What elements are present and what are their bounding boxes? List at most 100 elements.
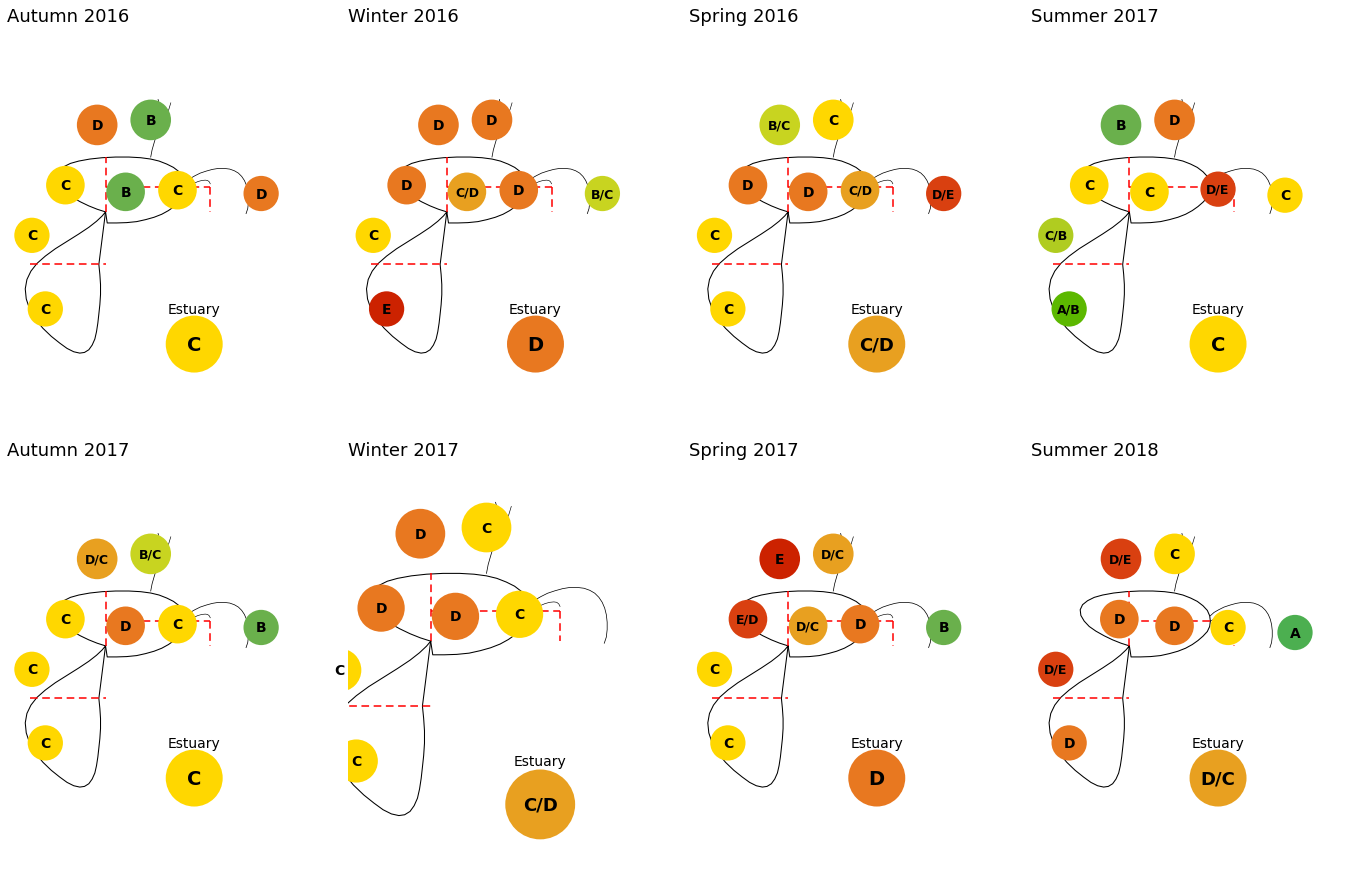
Circle shape [841, 173, 878, 210]
Circle shape [814, 102, 852, 140]
Circle shape [15, 652, 49, 686]
Circle shape [15, 219, 49, 253]
Circle shape [245, 611, 278, 645]
Text: D: D [1168, 619, 1181, 633]
Text: Estuary: Estuary [514, 754, 566, 768]
Text: Estuary: Estuary [168, 303, 220, 317]
Circle shape [357, 219, 390, 253]
Circle shape [841, 606, 878, 643]
Text: D/E: D/E [1044, 663, 1067, 676]
Circle shape [928, 177, 960, 211]
Text: C: C [722, 303, 733, 317]
Text: C/D: C/D [848, 184, 871, 197]
Circle shape [586, 177, 620, 211]
Circle shape [29, 293, 62, 326]
Text: C: C [352, 754, 361, 768]
Text: D: D [375, 602, 387, 616]
Circle shape [1071, 168, 1108, 204]
Text: D: D [92, 118, 103, 132]
Text: C: C [40, 303, 51, 317]
Circle shape [1278, 616, 1312, 650]
Text: C/B: C/B [1044, 230, 1067, 243]
Circle shape [131, 535, 170, 574]
Circle shape [1155, 102, 1194, 140]
Circle shape [814, 535, 852, 574]
Circle shape [335, 740, 378, 781]
Text: D: D [1114, 612, 1124, 626]
Text: C: C [187, 335, 201, 354]
Text: D/C: D/C [821, 548, 845, 560]
Circle shape [47, 168, 83, 204]
Text: Estuary: Estuary [851, 303, 903, 317]
Text: Winter 2016: Winter 2016 [347, 8, 458, 26]
Text: D: D [528, 335, 543, 354]
Circle shape [698, 219, 732, 253]
Text: D: D [256, 188, 267, 202]
Text: B/C: B/C [591, 188, 614, 201]
Circle shape [107, 608, 144, 645]
Circle shape [29, 726, 62, 759]
Circle shape [78, 540, 116, 579]
Text: C: C [1211, 335, 1226, 354]
Text: D/E: D/E [1207, 183, 1230, 196]
Text: D/C: D/C [1201, 769, 1235, 788]
Text: C: C [722, 736, 733, 750]
Text: Spring 2017: Spring 2017 [689, 442, 799, 460]
Text: B: B [938, 621, 949, 635]
Circle shape [472, 102, 512, 140]
Circle shape [369, 293, 404, 326]
Circle shape [462, 504, 510, 552]
Circle shape [449, 175, 486, 211]
Circle shape [729, 601, 766, 638]
Circle shape [319, 650, 360, 691]
Text: Summer 2018: Summer 2018 [1030, 442, 1159, 460]
Text: C: C [172, 617, 182, 631]
Text: C: C [187, 768, 201, 788]
Circle shape [761, 106, 799, 146]
Circle shape [1052, 726, 1086, 759]
Text: Estuary: Estuary [851, 736, 903, 750]
Text: E: E [382, 303, 391, 317]
Circle shape [432, 594, 479, 639]
Text: D: D [743, 179, 754, 193]
Text: D/C: D/C [85, 553, 109, 566]
Circle shape [497, 592, 542, 638]
Text: D/C: D/C [796, 620, 821, 632]
Circle shape [47, 601, 83, 638]
Text: C: C [482, 521, 491, 535]
Text: Spring 2016: Spring 2016 [689, 8, 799, 26]
Text: A: A [1290, 626, 1301, 639]
Circle shape [159, 606, 196, 643]
Text: D: D [854, 617, 866, 631]
Circle shape [167, 751, 222, 806]
Text: D/E: D/E [1109, 553, 1133, 566]
Text: C/D: C/D [859, 336, 895, 353]
Circle shape [1156, 608, 1193, 645]
Text: B/C: B/C [140, 548, 163, 560]
Text: C: C [1280, 189, 1290, 203]
Text: C: C [710, 229, 720, 243]
Circle shape [698, 652, 732, 686]
Text: D: D [401, 179, 412, 193]
Text: E: E [776, 553, 784, 567]
Text: D: D [1063, 736, 1075, 750]
Text: C: C [1223, 621, 1233, 635]
Circle shape [1052, 293, 1086, 326]
Text: C: C [27, 662, 37, 676]
Text: C: C [828, 114, 839, 128]
Circle shape [131, 102, 170, 140]
Text: D/E: D/E [932, 188, 955, 201]
Text: C: C [368, 229, 379, 243]
Circle shape [1211, 611, 1245, 645]
Text: D: D [415, 527, 425, 541]
Text: A/B: A/B [1057, 303, 1081, 316]
Text: Estuary: Estuary [1192, 303, 1245, 317]
Circle shape [1101, 540, 1141, 579]
Circle shape [159, 173, 196, 210]
Circle shape [506, 771, 575, 838]
Circle shape [1190, 317, 1245, 372]
Text: C/D: C/D [456, 186, 479, 199]
Text: C: C [1144, 186, 1155, 200]
Circle shape [419, 106, 458, 146]
Text: C: C [710, 662, 720, 676]
